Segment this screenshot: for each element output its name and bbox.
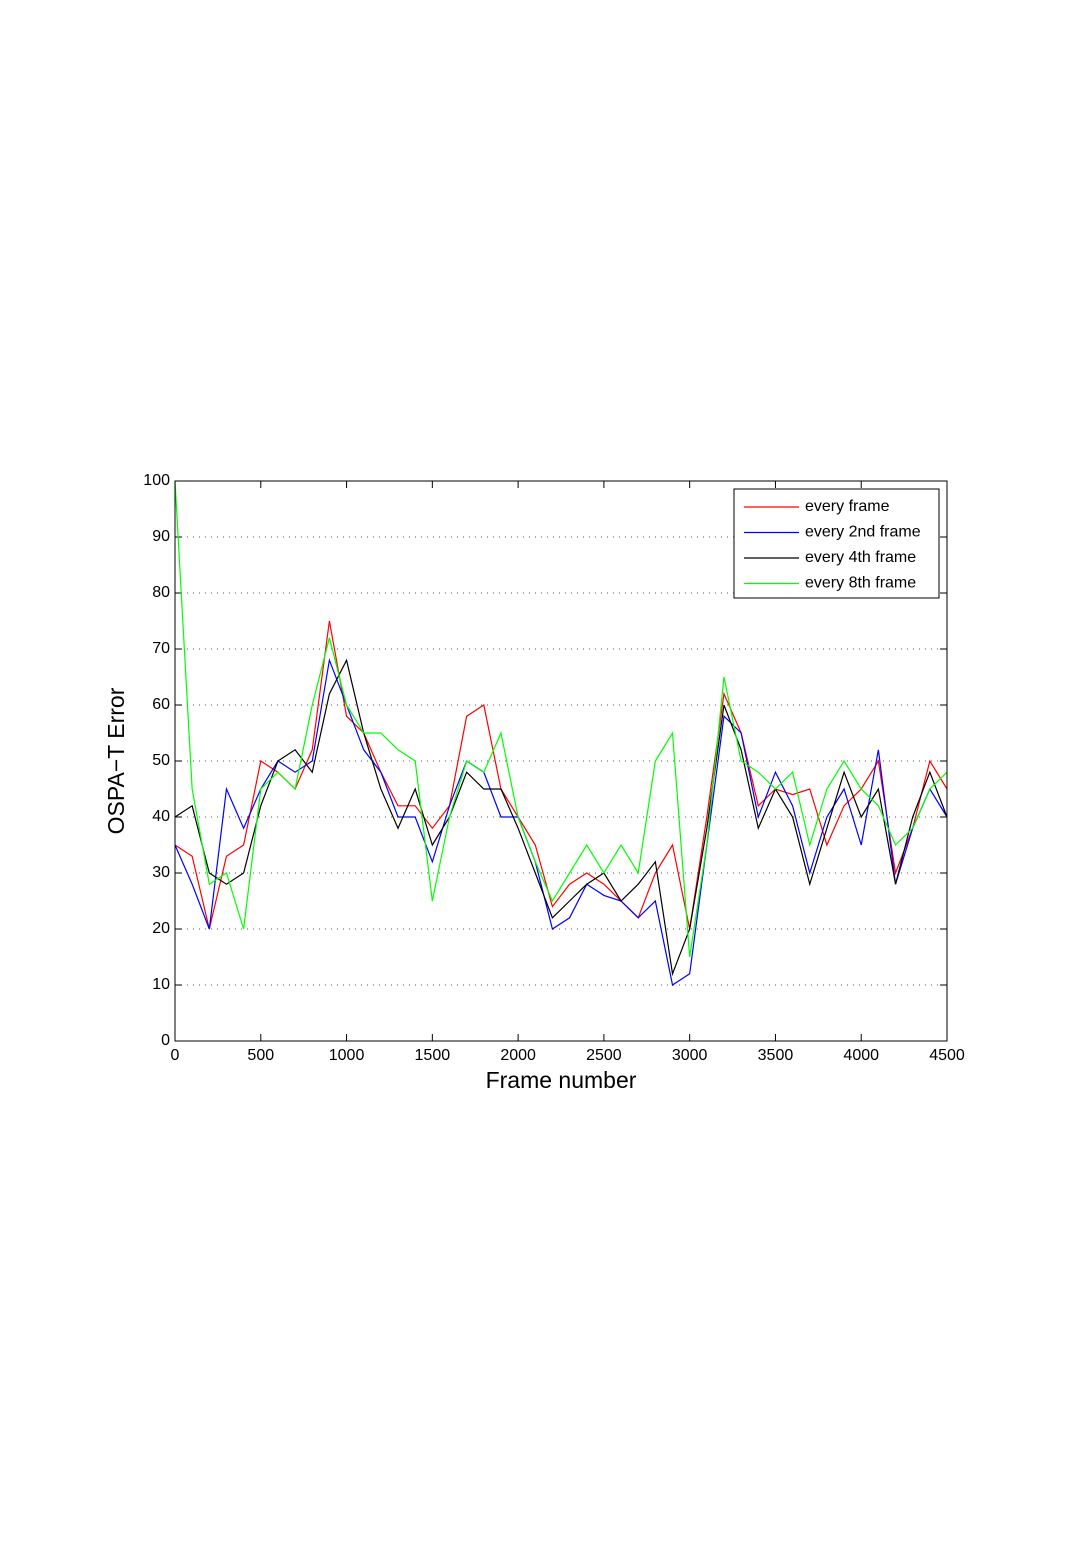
series-line — [174, 657, 948, 986]
y-axis-label: OSPA−T Error — [103, 687, 129, 834]
series-line — [174, 658, 948, 977]
legend-label: every frame — [805, 498, 890, 515]
x-tick-label: 0 — [171, 1047, 180, 1064]
y-tick-label: 60 — [152, 696, 170, 713]
x-tick-label: 1500 — [415, 1047, 451, 1064]
legend-label: every 8th frame — [805, 575, 916, 592]
x-axis-label: Frame number — [486, 1067, 637, 1093]
x-tick-label: 500 — [247, 1047, 274, 1064]
y-tick-label: 30 — [152, 864, 170, 881]
x-tick-label: 3000 — [672, 1047, 708, 1064]
y-tick-label: 70 — [152, 640, 170, 657]
legend-label: every 2nd frame — [805, 524, 921, 541]
y-tick-label: 80 — [152, 584, 170, 601]
y-tick-label: 10 — [152, 976, 170, 993]
x-tick-label: 4500 — [929, 1047, 965, 1064]
legend-label: every 4th frame — [805, 549, 916, 566]
x-tick-label: 2500 — [586, 1047, 622, 1064]
y-tick-label: 20 — [152, 920, 170, 937]
x-tick-label: 4000 — [843, 1047, 879, 1064]
x-tick-label: 1000 — [329, 1047, 365, 1064]
series-line — [174, 480, 948, 958]
y-tick-label: 100 — [143, 472, 170, 489]
y-tick-label: 40 — [152, 808, 170, 825]
legend: every frame every 2nd frame every 4th fram… — [733, 488, 940, 599]
x-tick-label: 3500 — [758, 1047, 794, 1064]
x-tick-label: 2000 — [500, 1047, 536, 1064]
y-tick-label: 0 — [161, 1032, 170, 1049]
y-tick-label: 50 — [152, 752, 170, 769]
y-tick-label: 90 — [152, 528, 170, 545]
axes-box — [174, 480, 948, 1042]
